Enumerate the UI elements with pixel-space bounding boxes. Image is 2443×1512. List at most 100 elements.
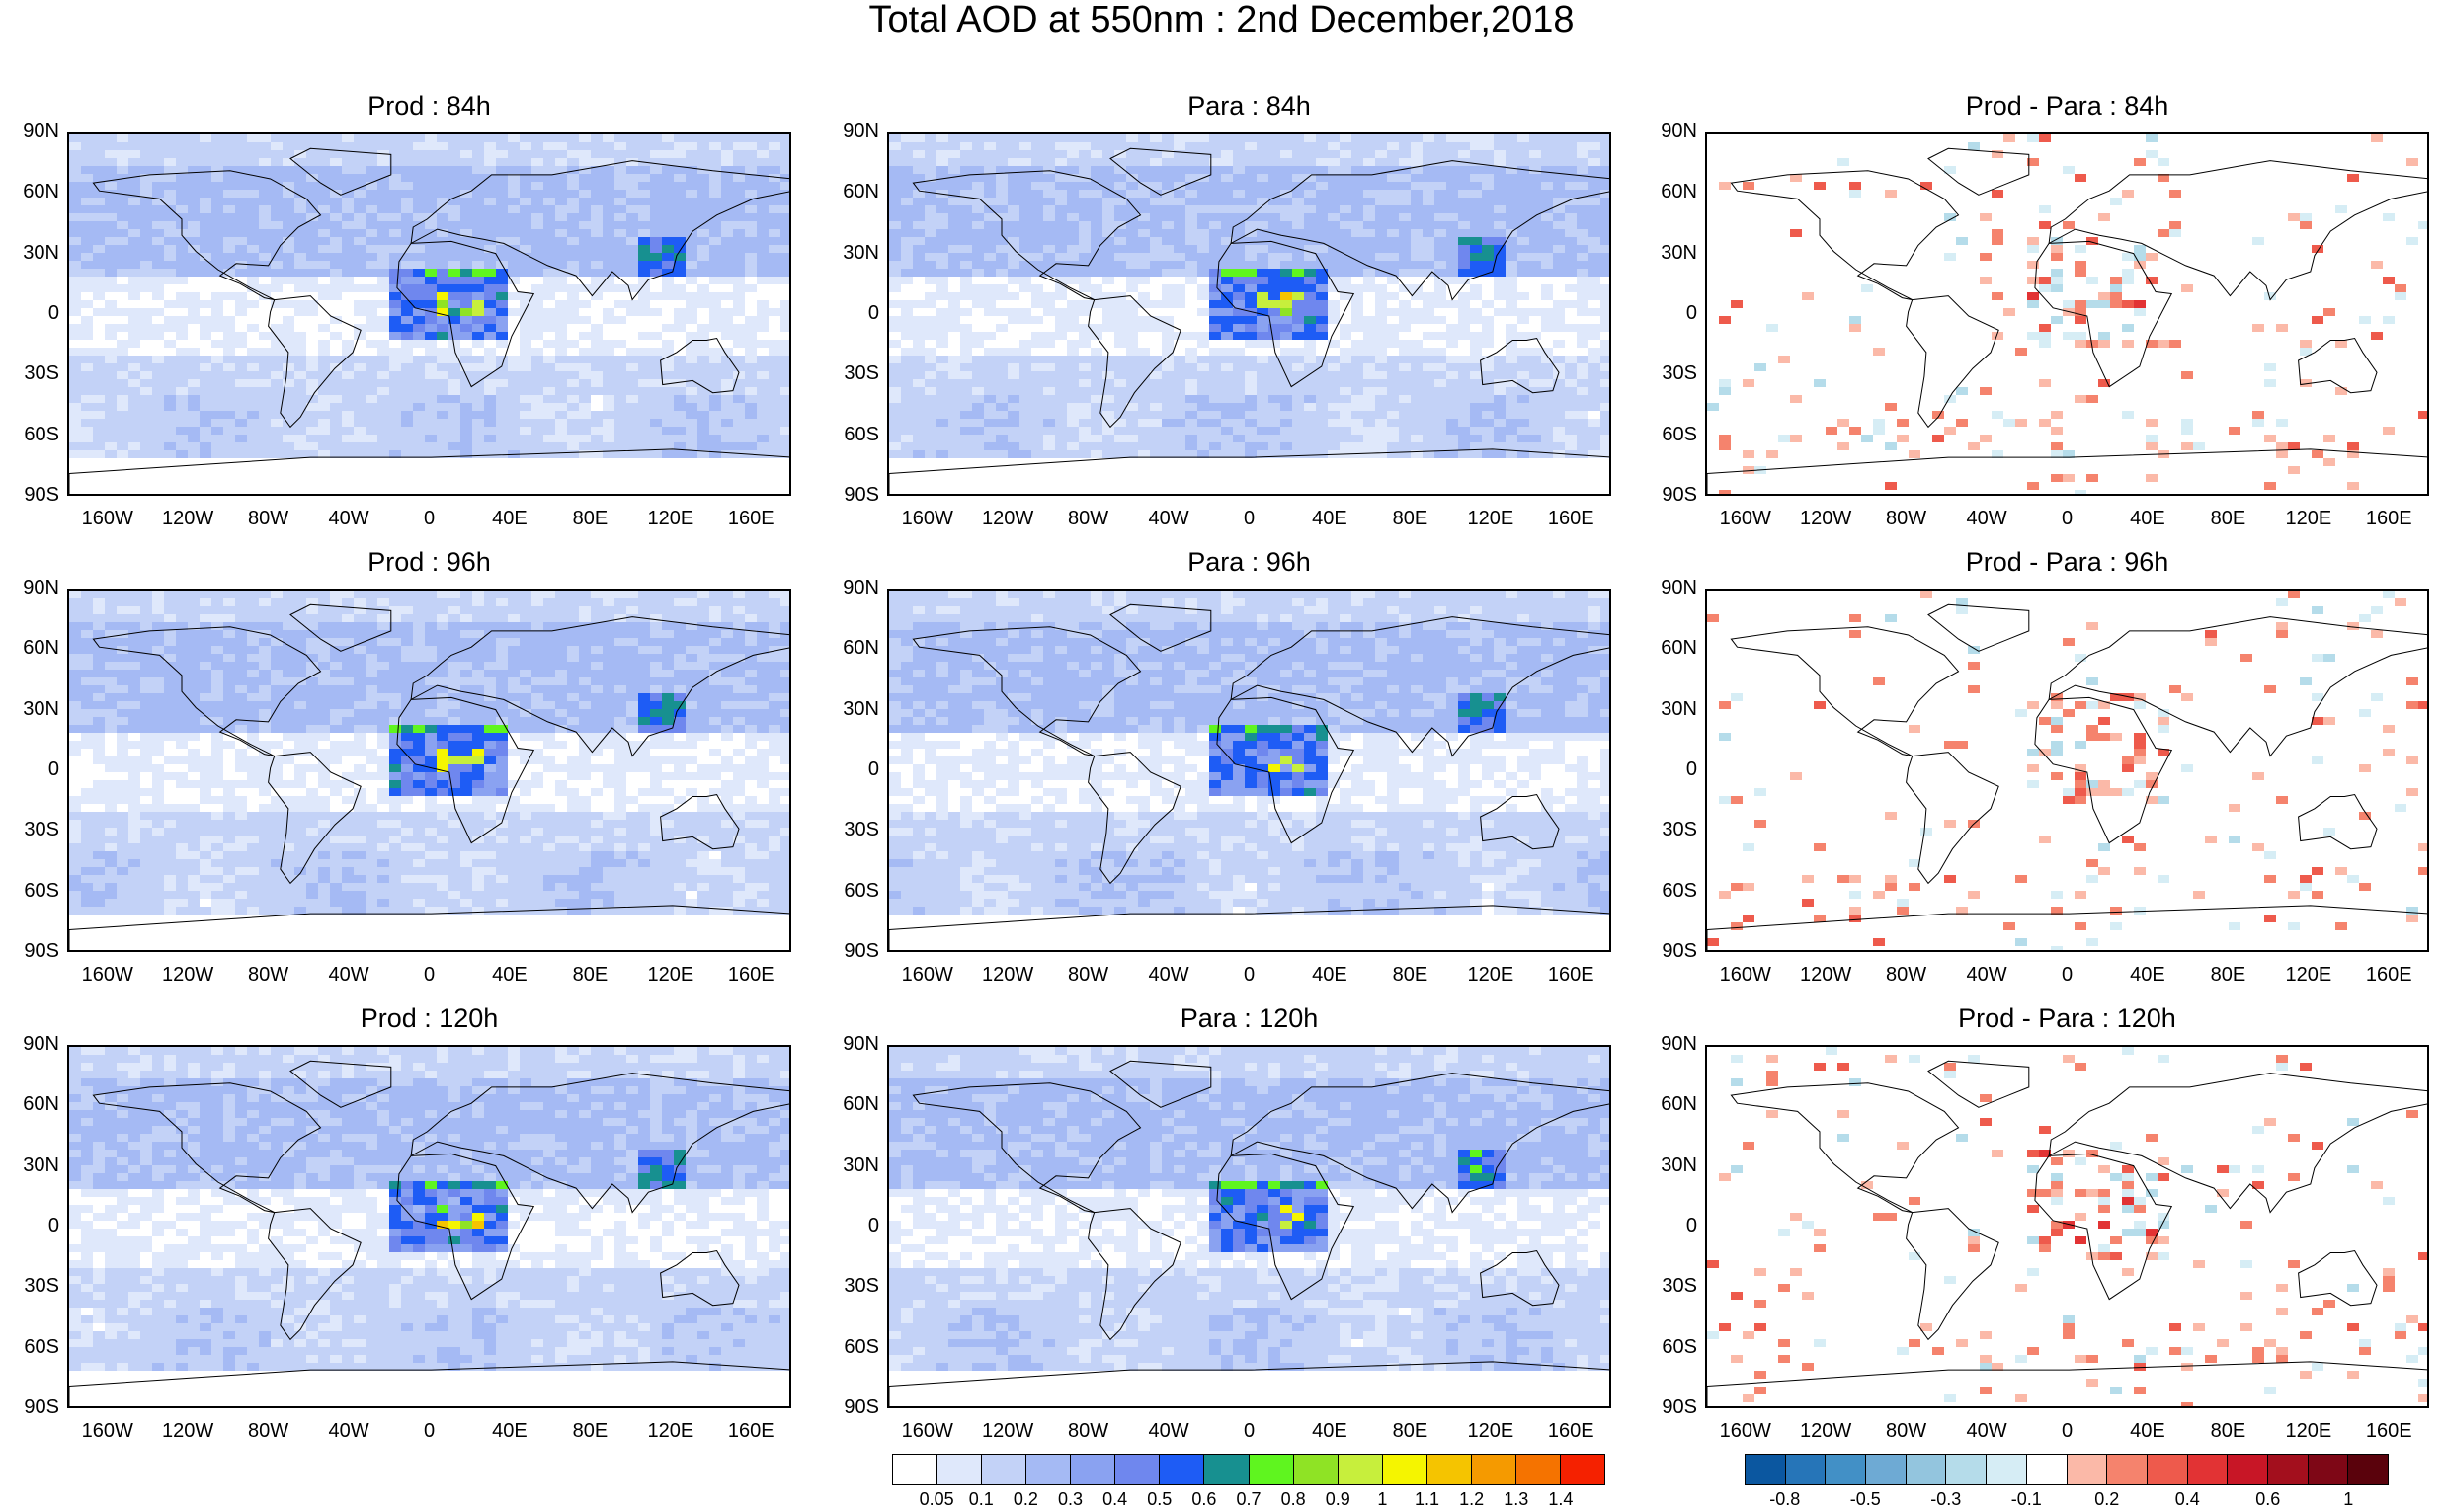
coastline bbox=[2034, 696, 2173, 844]
longitude-tick-label: 120E bbox=[1467, 508, 1514, 529]
latitude-tick-label: 90N bbox=[23, 577, 59, 598]
coastline bbox=[268, 295, 362, 429]
map-plot bbox=[1707, 1047, 2427, 1406]
map-panel bbox=[67, 589, 791, 952]
latitude-tick-label: 60N bbox=[843, 637, 879, 660]
colorbar-swatch bbox=[1515, 1455, 1561, 1484]
colorbar-label: 1.2 bbox=[1459, 1489, 1485, 1509]
coastline bbox=[1906, 1208, 1999, 1341]
longitude-tick-label: 160E bbox=[2365, 1420, 2412, 1442]
coastline bbox=[69, 905, 789, 950]
latitude-tick-label: 90S bbox=[1662, 484, 1697, 506]
coastline bbox=[268, 752, 362, 885]
longitude-tick-label: 80E bbox=[2210, 964, 2246, 986]
longitude-tick-label: 40E bbox=[1312, 1420, 1347, 1442]
longitude-tick-label: 40E bbox=[1312, 508, 1347, 529]
longitude-tick-label: 160E bbox=[1547, 1420, 1594, 1442]
aod-colorbar bbox=[892, 1454, 1605, 1485]
colorbar-label: -0.1 bbox=[2010, 1489, 2042, 1509]
map-plot bbox=[1707, 591, 2427, 950]
coastline bbox=[1216, 696, 1355, 844]
latitude-tick-label: 90S bbox=[844, 1396, 879, 1418]
coastline bbox=[1088, 295, 1181, 429]
colorbar-swatch bbox=[2026, 1455, 2068, 1484]
latitude-tick-label: 60S bbox=[24, 423, 59, 445]
colorbar-label: 1 bbox=[1377, 1489, 1388, 1509]
colorbar-label: 0.6 bbox=[2255, 1489, 2281, 1509]
coastline bbox=[410, 160, 789, 301]
coastline bbox=[92, 626, 322, 757]
colorbar-swatch bbox=[1471, 1455, 1516, 1484]
coastline bbox=[912, 170, 1142, 301]
latitude-tick-label: 30N bbox=[1661, 1154, 1697, 1176]
longitude-tick-label: 0 bbox=[423, 1420, 436, 1442]
latitude-tick-label: 90S bbox=[1662, 1396, 1697, 1418]
longitude-tick-label: 0 bbox=[1243, 964, 1256, 986]
colorbar-swatch bbox=[2308, 1455, 2349, 1484]
colorbar-label: 1 bbox=[2343, 1489, 2354, 1509]
coastline bbox=[660, 1249, 740, 1307]
coastline bbox=[69, 448, 789, 494]
longitude-tick-label: 120W bbox=[982, 508, 1034, 529]
longitude-tick-label: 120W bbox=[1800, 964, 1852, 986]
latitude-tick-label: 60S bbox=[1662, 423, 1697, 445]
longitude-tick-label: 120W bbox=[982, 964, 1034, 986]
latitude-tick-label: 90S bbox=[24, 484, 59, 506]
longitude-tick-label: 40W bbox=[1148, 1420, 1189, 1442]
coastline bbox=[396, 696, 535, 844]
longitude-tick-label: 40W bbox=[1966, 1420, 2007, 1442]
coastline bbox=[660, 337, 740, 394]
longitude-tick-label: 0 bbox=[2061, 1420, 2074, 1442]
longitude-tick-label: 40E bbox=[492, 508, 528, 529]
latitude-tick-label: 90S bbox=[24, 1396, 59, 1418]
panel-title: Para : 84h bbox=[1187, 91, 1311, 120]
longitude-tick-label: 160E bbox=[2365, 508, 2412, 529]
colorbar-label: 0.4 bbox=[1102, 1489, 1128, 1509]
longitude-tick-label: 160E bbox=[2365, 964, 2412, 986]
coastline bbox=[1730, 170, 1960, 301]
map-panel bbox=[67, 1045, 791, 1408]
latitude-tick-label: 30N bbox=[1661, 697, 1697, 720]
latitude-tick-label: 30N bbox=[1661, 241, 1697, 264]
coastline bbox=[660, 793, 740, 850]
colorbar-swatch bbox=[1115, 1455, 1161, 1484]
coastline bbox=[1216, 1153, 1355, 1301]
longitude-tick-label: 120W bbox=[982, 1420, 1034, 1442]
map-panel bbox=[887, 1045, 1611, 1408]
coastline bbox=[289, 1060, 392, 1108]
longitude-tick-label: 160W bbox=[901, 508, 953, 529]
longitude-tick-label: 80W bbox=[1886, 1420, 1927, 1442]
longitude-tick-label: 120E bbox=[647, 508, 694, 529]
colorbar-swatch bbox=[1071, 1455, 1116, 1484]
longitude-tick-label: 40W bbox=[1148, 964, 1189, 986]
panel-title: Prod : 120h bbox=[360, 1003, 499, 1033]
colorbar-swatch bbox=[982, 1455, 1027, 1484]
colorbar-label: 0.4 bbox=[2174, 1489, 2200, 1509]
map-plot bbox=[69, 591, 789, 950]
longitude-tick-label: 80W bbox=[248, 508, 289, 529]
longitude-tick-label: 80E bbox=[2210, 1420, 2246, 1442]
latitude-tick-label: 30S bbox=[844, 1275, 879, 1298]
coastline bbox=[1730, 626, 1960, 757]
latitude-tick-label: 90N bbox=[843, 577, 879, 598]
colorbar-label: 0.5 bbox=[1147, 1489, 1173, 1509]
coastline bbox=[1730, 1082, 1960, 1214]
latitude-tick-label: 0 bbox=[867, 758, 879, 780]
colorbar-label: -0.5 bbox=[1849, 1489, 1881, 1509]
colorbar-label: 0.2 bbox=[1013, 1489, 1038, 1509]
coastline bbox=[1707, 1361, 2427, 1406]
latitude-tick-label: 0 bbox=[47, 1215, 59, 1236]
colorbar-swatch bbox=[1785, 1455, 1827, 1484]
colorbar-label: -0.8 bbox=[1769, 1489, 1801, 1509]
latitude-tick-label: 30N bbox=[23, 697, 59, 720]
coastline bbox=[1927, 1060, 2030, 1108]
coastline bbox=[69, 1361, 789, 1406]
longitude-tick-label: 80W bbox=[1068, 964, 1109, 986]
longitude-tick-label: 160E bbox=[727, 1420, 774, 1442]
colorbar-swatch bbox=[1866, 1455, 1907, 1484]
coastline bbox=[1088, 1208, 1181, 1341]
map-panel bbox=[67, 132, 791, 496]
latitude-tick-label: 30S bbox=[844, 819, 879, 841]
colorbar-label: 0.1 bbox=[968, 1489, 994, 1509]
longitude-tick-label: 80W bbox=[1886, 508, 1927, 529]
